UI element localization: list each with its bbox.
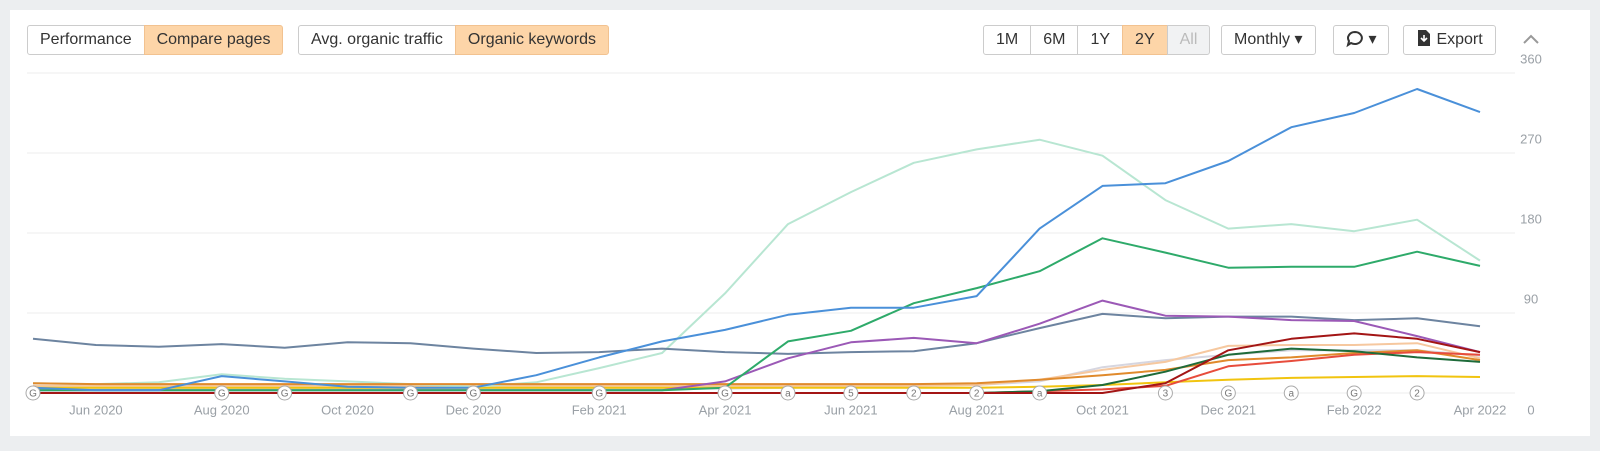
annotation-label: a (785, 389, 791, 400)
annotation-label: G (595, 389, 603, 400)
annotation-label: 3 (1163, 389, 1169, 400)
annotation-label: a (1037, 389, 1043, 400)
tab[interactable]: Avg. organic traffic (298, 25, 456, 55)
x-tick-label: Oct 2021 (1076, 402, 1129, 417)
annotation-label: G (29, 389, 37, 400)
range[interactable]: All (1166, 25, 1211, 55)
range[interactable]: 2Y (1122, 25, 1168, 55)
view-tabs: Performance Compare pages (27, 25, 284, 55)
annotation-marker (277, 385, 293, 401)
x-tick-label: Aug 2020 (194, 402, 250, 417)
annotation-label: G (470, 389, 478, 400)
annotation-marker (843, 385, 859, 401)
annotation-marker (969, 385, 985, 401)
annotation-marker (1409, 385, 1425, 401)
export-group: Export (1403, 25, 1496, 55)
annotation-label: G (1350, 389, 1358, 400)
x-tick-label: Aug 2021 (949, 402, 1005, 417)
annotation-label: G (721, 389, 729, 400)
annotation-marker (906, 385, 922, 401)
annotation-label: G (281, 389, 289, 400)
annotation-label: G (1224, 389, 1232, 400)
range[interactable]: 1Y (1077, 25, 1124, 55)
collapse-icon[interactable] (1521, 30, 1541, 50)
tab[interactable]: Compare pages (143, 25, 284, 55)
y-tick-label: 360 (1520, 51, 1542, 66)
series-line (32, 312, 1481, 355)
annotation-label: a (1288, 389, 1294, 400)
annotation-marker (25, 385, 41, 401)
series-line (33, 375, 1481, 389)
annotation-label: 2 (974, 389, 980, 400)
annotation-marker (1032, 385, 1048, 401)
x-tick-label: Feb 2022 (1327, 402, 1382, 417)
export-icon (1418, 30, 1430, 46)
series-line (33, 332, 1481, 394)
y-tick-label: 270 (1520, 131, 1542, 146)
x-tick-label: Jun 2021 (824, 402, 878, 417)
range[interactable]: 6M (1030, 25, 1079, 55)
y-tick-label: 180 (1520, 211, 1542, 226)
notes-group: ▾ (1333, 25, 1390, 55)
series-line (33, 342, 1481, 387)
export-label: Export (1436, 31, 1483, 48)
annotation-marker (402, 385, 418, 401)
annotation-label: 5 (848, 389, 854, 400)
interval-dropdown[interactable]: Monthly ▾ (1221, 25, 1316, 55)
metric-tabs: Avg. organic traffic Organic keywords (298, 25, 609, 55)
series-line (32, 88, 1481, 392)
x-tick-label: Dec 2021 (1201, 402, 1257, 417)
annotation-marker (465, 385, 481, 401)
comment-icon (1346, 30, 1363, 48)
x-tick-label: Jun 2020 (69, 402, 123, 417)
annotation-marker (591, 385, 607, 401)
series-line (32, 138, 1481, 388)
annotation-marker (214, 385, 230, 401)
tab[interactable]: Performance (27, 25, 145, 55)
annotation-label: G (218, 389, 226, 400)
annotation-marker (1157, 385, 1173, 401)
panel: Performance Compare pages Avg. organic t… (10, 10, 1590, 436)
y-tick-label: 90 (1524, 291, 1538, 306)
annotation-marker (1346, 385, 1362, 401)
tab[interactable]: Organic keywords (454, 25, 609, 55)
annotation-label: G (407, 389, 415, 400)
series-line (33, 237, 1481, 392)
annotation-label: 2 (1414, 389, 1420, 400)
series-line (32, 349, 1481, 386)
export-button[interactable]: Export (1403, 25, 1496, 55)
interval: Monthly (1234, 31, 1291, 48)
x-tick-label: Oct 2020 (321, 402, 374, 417)
range-tabs: 1M 6M 1Y 2Y All (983, 25, 1211, 55)
notes-dropdown[interactable]: ▾ (1333, 25, 1390, 55)
y-tick-label: 0 (1527, 402, 1534, 417)
annotation-marker (1283, 385, 1299, 401)
x-tick-label: Feb 2021 (572, 402, 627, 417)
annotation-marker (780, 385, 796, 401)
x-tick-label: Apr 2022 (1454, 402, 1507, 417)
interval-group: Monthly ▾ (1221, 25, 1316, 55)
x-tick-label: Apr 2021 (699, 402, 752, 417)
annotation-label: 2 (911, 389, 917, 400)
x-tick-label: Dec 2020 (446, 402, 502, 417)
annotation-marker (1220, 385, 1236, 401)
annotation-marker (717, 385, 733, 401)
